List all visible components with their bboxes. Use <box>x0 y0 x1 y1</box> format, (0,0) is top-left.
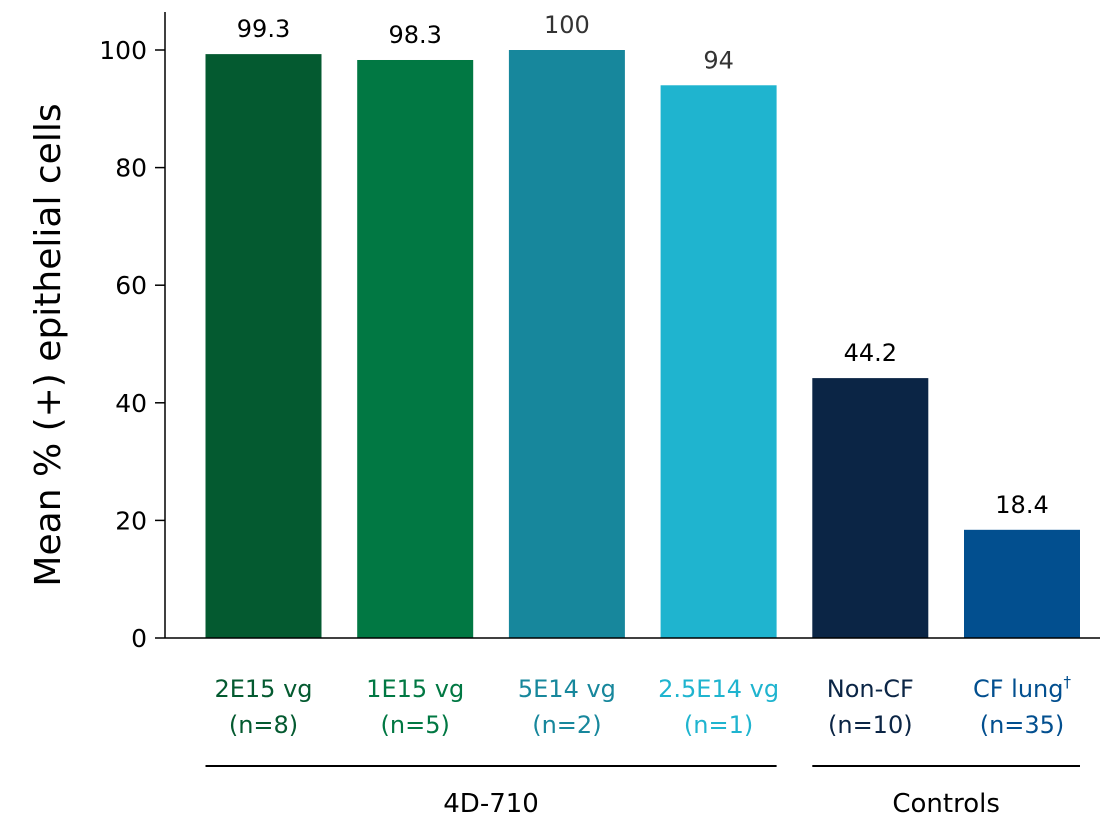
bar <box>357 59 474 639</box>
category-label-line2: (n=5) <box>381 711 450 739</box>
category-label-line2: (n=1) <box>684 711 753 739</box>
y-tick-label: 100 <box>99 36 147 65</box>
bar <box>508 50 625 638</box>
bar-value-label: 100 <box>544 11 590 39</box>
category-label-line1: 5E14 vg <box>518 675 616 703</box>
group-label: Controls <box>892 789 1000 819</box>
category-label-line1: 2.5E14 vg <box>658 675 779 703</box>
value-labels: 99.3 98.3 100 94 44.2 18.4 <box>237 11 1049 519</box>
y-axis-label: Mean % (+) epithelial cells <box>28 103 69 586</box>
bar-value-label: 18.4 <box>995 491 1048 519</box>
group-label: 4D-710 <box>443 789 539 819</box>
bar <box>812 378 929 638</box>
category-label-line2: (n=10) <box>828 711 913 739</box>
bar <box>660 85 777 638</box>
category-labels: 2E15 vg (n=8) 1E15 vg (n=5) 5E14 vg (n=2) 2.5E… <box>214 673 1071 739</box>
category-label-line1: 1E15 vg <box>366 675 464 703</box>
category-label-line1: Non-CF <box>827 675 914 703</box>
category-label-superscript: † <box>1064 673 1072 691</box>
y-tick-label: 80 <box>115 154 147 183</box>
y-tick-label: 40 <box>115 389 147 418</box>
category-label-line1: 2E15 vg <box>214 675 312 703</box>
group-labels: 4D-710 Controls <box>205 765 1080 819</box>
bar-value-label: 94 <box>703 46 734 74</box>
bar-value-label: 44.2 <box>844 339 897 367</box>
category-label-line1: CF lung† <box>973 673 1072 703</box>
y-tick-label: 20 <box>115 506 147 535</box>
y-axis-ticks: 0 20 40 60 80 100 <box>99 36 165 653</box>
y-tick-label: 60 <box>115 271 147 300</box>
bar-value-label: 99.3 <box>237 15 290 43</box>
bar-value-label: 98.3 <box>388 21 441 49</box>
category-label-line2: (n=35) <box>980 711 1065 739</box>
category-label-line2: (n=2) <box>532 711 601 739</box>
category-label-line2: (n=8) <box>229 711 298 739</box>
bars <box>205 50 1080 639</box>
bar <box>964 529 1080 638</box>
y-tick-label: 0 <box>131 624 147 653</box>
bar <box>205 54 322 638</box>
